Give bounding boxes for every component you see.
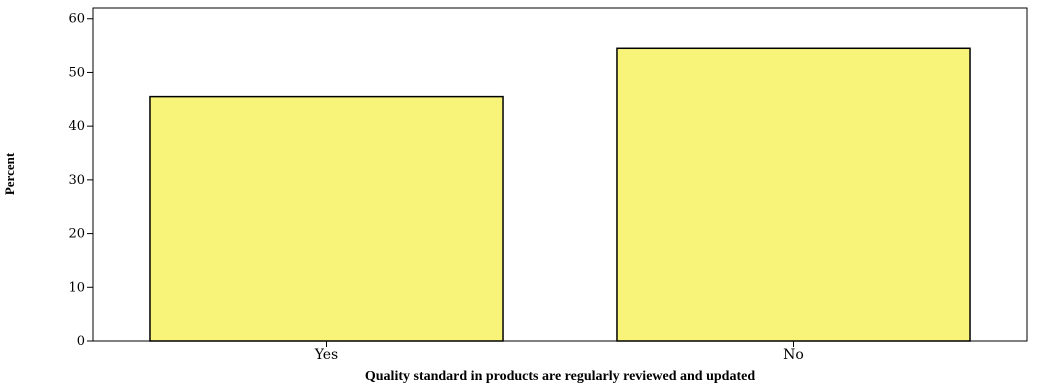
bar-yes bbox=[149, 95, 504, 342]
bar-no bbox=[616, 47, 971, 342]
y-axis-title: Percent bbox=[2, 152, 17, 195]
y-tick-label-5: 50 bbox=[68, 65, 85, 80]
y-tick-label-0: 0 bbox=[77, 334, 85, 349]
y-tick-label-3: 30 bbox=[68, 173, 85, 188]
y-tick-label-1: 10 bbox=[68, 280, 85, 295]
y-tick-label-6: 60 bbox=[68, 12, 85, 27]
y-tick-label-4: 40 bbox=[68, 119, 85, 134]
y-axis: 0 10 20 30 40 50 60 bbox=[68, 12, 93, 349]
x-axis: Yes No bbox=[314, 341, 804, 363]
x-tick-label-yes: Yes bbox=[314, 347, 339, 363]
x-axis-title: Quality standard in products are regular… bbox=[365, 369, 755, 384]
y-tick-label-2: 20 bbox=[68, 227, 85, 242]
x-tick-label-no: No bbox=[783, 347, 804, 363]
bars bbox=[149, 47, 971, 342]
